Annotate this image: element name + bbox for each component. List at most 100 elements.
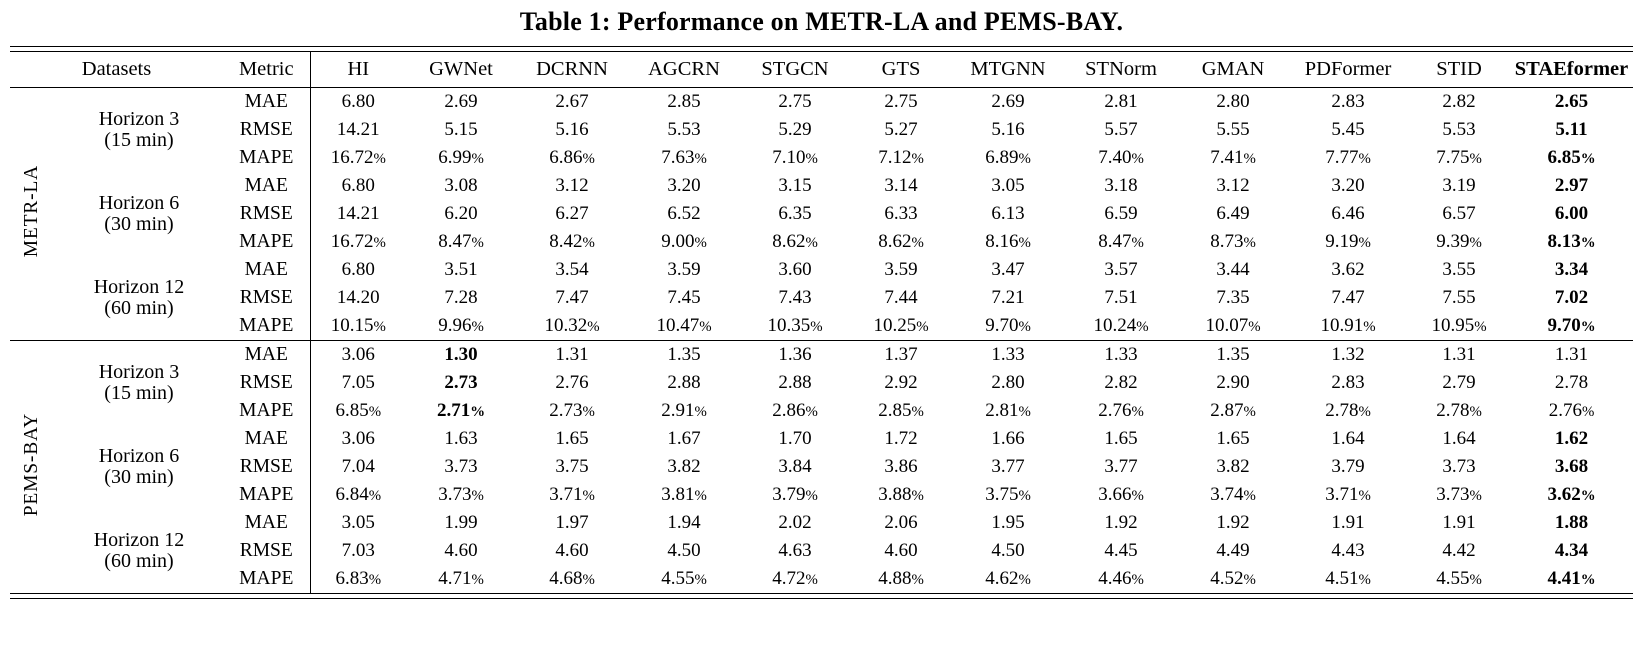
metric-header: Metric	[223, 52, 311, 88]
metric-value-cell: 4.88%	[878, 568, 924, 590]
metric-name-cell: RMSE	[239, 455, 293, 477]
metric-value-cell: 1.91	[1442, 512, 1476, 534]
metric-value-cell: 2.65	[1554, 91, 1589, 113]
horizon-line1: Horizon 6	[98, 192, 180, 214]
horizon-label: Horizon 6 (30 min)	[55, 425, 223, 509]
metric-value-cell: 6.49	[1216, 203, 1250, 225]
metric-value-cell: 10.91%	[1320, 315, 1376, 337]
metric-value-cell: 10.24%	[1093, 315, 1149, 337]
metric-value-cell: 3.73%	[438, 484, 484, 506]
metric-value-cell: 3.73	[444, 456, 478, 478]
metric-value-cell: 3.51	[444, 259, 478, 281]
metric-value-cell: 2.76%	[1098, 400, 1144, 422]
metric-value-cell: 1.36	[740, 340, 851, 369]
horizon-line2: (60 min)	[104, 297, 174, 319]
metric-value-cell: 2.83	[1331, 372, 1365, 394]
metric-value-cell: 3.14	[884, 175, 918, 197]
table-row: RMSE 7.05 2.73 2.76 2.88 2.88 2.92 2.80 2.82 2.90…	[10, 369, 1633, 397]
metric-value-cell: 1.92	[1216, 512, 1250, 534]
metric-value-cell: 7.77%	[1325, 147, 1371, 169]
horizon-line2: (15 min)	[104, 129, 174, 151]
metric-value-cell: 2.67	[555, 91, 589, 113]
metric-value-cell: 4.43	[1331, 540, 1365, 562]
metric-value-cell: 1.62	[1554, 428, 1589, 450]
horizon-line1: Horizon 12	[93, 529, 185, 551]
metric-value-cell: 2.06	[884, 512, 918, 534]
metric-value-cell: 9.00%	[661, 231, 707, 253]
metric-value-cell: 4.50	[991, 540, 1025, 562]
metric-value-cell: 6.59	[1104, 203, 1138, 225]
metric-value-cell: 1.94	[667, 512, 701, 534]
metric-value-cell: 4.42	[1442, 540, 1476, 562]
metric-value-cell: 3.75	[555, 456, 589, 478]
metric-value-cell: 2.71%	[436, 400, 486, 422]
metric-value-cell: 6.80	[309, 87, 407, 116]
metric-value-cell: 5.53	[1442, 119, 1476, 141]
metric-value-cell: 3.08	[444, 175, 478, 197]
metric-value-cell: 1.35	[1178, 340, 1289, 369]
metric-value-cell: 9.70%	[985, 315, 1031, 337]
metric-value-cell: 4.62%	[985, 568, 1031, 590]
table-row: MAPE 6.83% 4.71% 4.68% 4.55% 4.72% 4.88% 4.62% 4…	[10, 565, 1633, 593]
metric-value-cell: 3.84	[778, 456, 812, 478]
table-row: METR-LA Horizon 3 (15 min) MAE 6.80 2.69 2.67 2…	[10, 87, 1633, 258]
metric-value-cell: 1.65	[1216, 428, 1250, 450]
table-caption: Table 1: Performance on METR-LA and PEMS…	[519, 7, 1124, 36]
metric-value-cell: 10.35%	[767, 315, 823, 337]
table-row: RMSE 14.20 7.28 7.47 7.45 7.43 7.44 7.21 7.51 7.3…	[10, 284, 1633, 312]
metric-value-cell: 2.81	[1104, 91, 1138, 113]
metric-value-cell: 2.78%	[1325, 400, 1371, 422]
metric-value-cell: 1.64	[1442, 428, 1476, 450]
metric-value-cell: 2.76	[555, 372, 589, 394]
metric-value-cell: 5.53	[667, 119, 701, 141]
model-header-gts: GTS	[850, 52, 953, 88]
metric-value-cell: 7.45	[667, 287, 701, 309]
metric-value-cell: 6.57	[1442, 203, 1476, 225]
dataset-rotated-text: METR-LA	[21, 165, 43, 258]
metric-value-cell: 6.80	[309, 256, 407, 284]
metric-value-cell: 3.68	[1554, 456, 1589, 478]
metric-value-cell: 2.76%	[1548, 400, 1595, 422]
metric-value-cell: 16.72%	[309, 144, 407, 172]
metric-value-cell: 6.85%	[1547, 147, 1596, 169]
metric-value-cell: 6.85%	[309, 397, 407, 425]
model-header-pdformer: PDFormer	[1288, 52, 1409, 88]
metric-name-cell: MAE	[244, 427, 288, 449]
metric-value-cell: 3.66%	[1098, 484, 1144, 506]
metric-value-cell: 1.92	[1104, 512, 1138, 534]
metric-value-cell: 8.62%	[878, 231, 924, 253]
metric-value-cell: 4.71%	[438, 568, 484, 590]
horizon-line2: (60 min)	[104, 550, 174, 572]
metric-value-cell: 8.16%	[985, 231, 1031, 253]
metric-value-cell: 7.10%	[772, 147, 818, 169]
results-table: Datasets Metric HI GWNet DCRNN AGCRN STGCN GTS M…	[10, 52, 1634, 593]
metric-value-cell: 3.59	[884, 259, 918, 281]
metric-value-cell: 1.91	[1331, 512, 1365, 534]
metric-value-cell: 2.82	[1104, 372, 1138, 394]
metric-value-cell: 6.84%	[309, 481, 407, 509]
metric-value-cell: 1.32	[1288, 340, 1409, 369]
metric-value-cell: 3.12	[555, 175, 589, 197]
metric-value-cell: 1.33	[1064, 340, 1179, 369]
metric-value-cell: 9.39%	[1436, 231, 1482, 253]
metric-value-cell: 3.74%	[1210, 484, 1256, 506]
table-row: MAPE 10.15% 9.96% 10.32% 10.47% 10.35% 10.25% 9…	[10, 312, 1633, 341]
metric-value-cell: 2.86%	[772, 400, 818, 422]
metric-name-cell: RMSE	[239, 539, 293, 561]
metric-value-cell: 4.63	[778, 540, 812, 562]
metric-value-cell: 1.31	[1408, 340, 1511, 369]
metric-value-cell: 2.80	[1216, 91, 1250, 113]
metric-value-cell: 4.55%	[1436, 568, 1482, 590]
metric-value-cell: 3.60	[778, 259, 812, 281]
metric-value-cell: 2.75	[778, 91, 812, 113]
table-row: Horizon 12 (60 min) MAE 3.05 1.99 1.97 1.94 2.0…	[10, 509, 1633, 572]
metric-value-cell: 3.73%	[1436, 484, 1482, 506]
metric-value-cell: 5.55	[1216, 119, 1250, 141]
metric-value-cell: 1.67	[667, 428, 701, 450]
metric-value-cell: 3.05	[991, 175, 1025, 197]
metric-name-cell: MAPE	[239, 314, 294, 336]
metric-value-cell: 5.45	[1331, 119, 1365, 141]
model-header-stid: STID	[1408, 52, 1511, 88]
metric-value-cell: 6.27	[555, 203, 589, 225]
